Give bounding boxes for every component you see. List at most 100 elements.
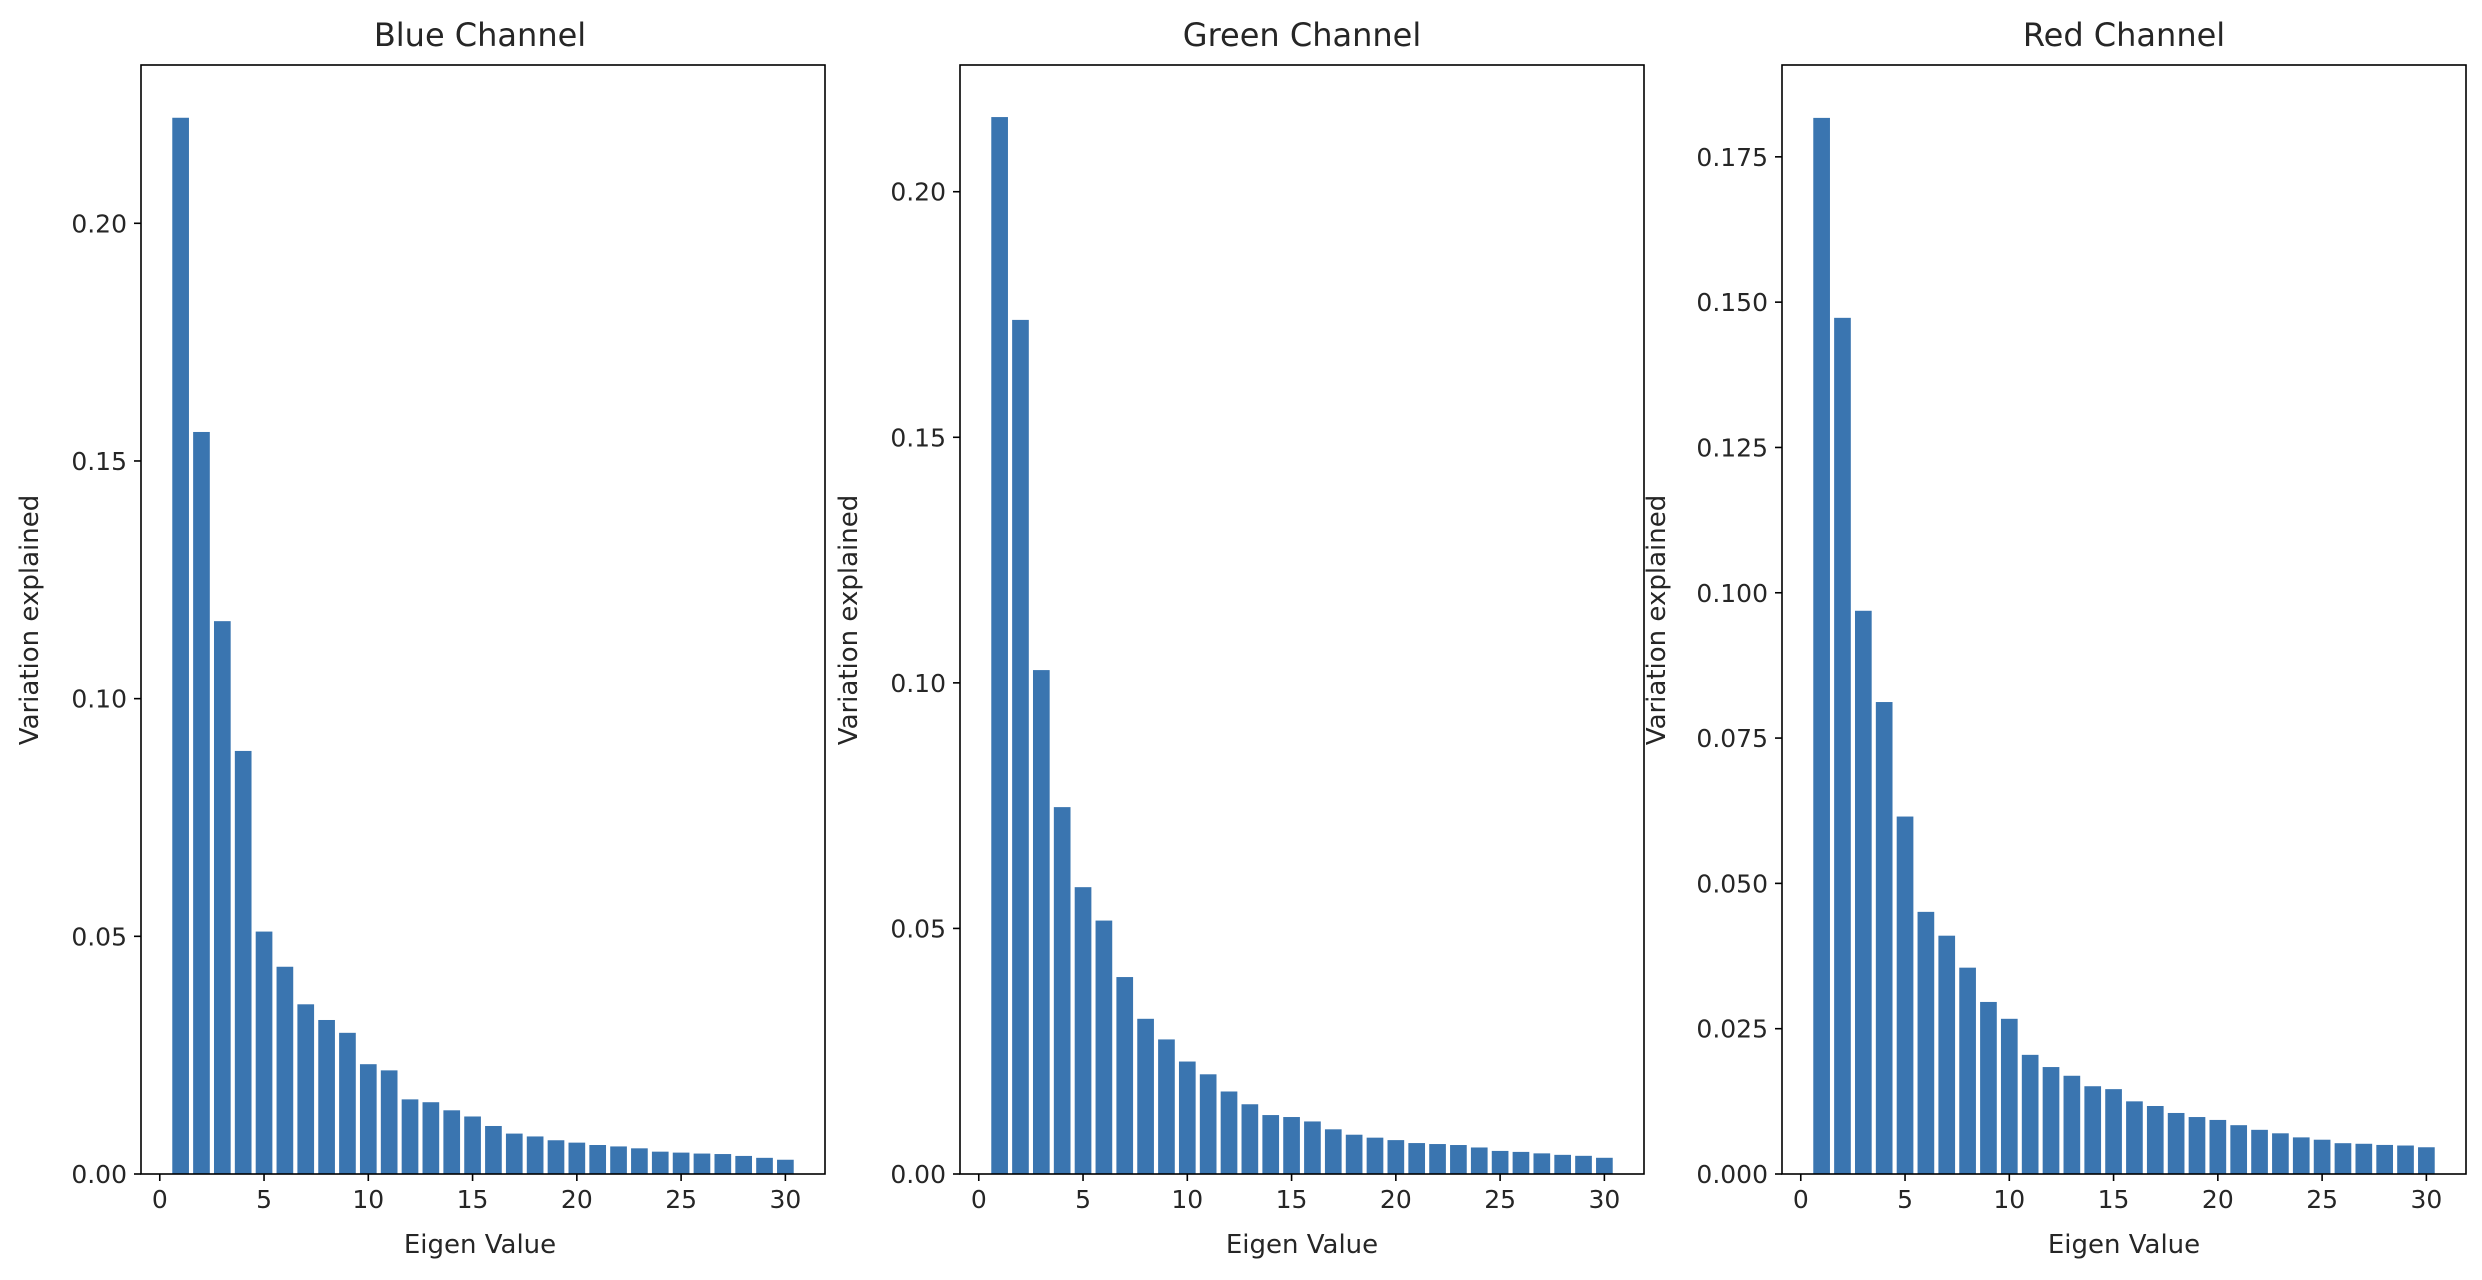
bar-2: [1834, 317, 1851, 1175]
y-tick-label: 0.125: [1696, 433, 1768, 462]
y-tick-label: 0.20: [890, 178, 946, 207]
x-tick-label: 15: [1276, 1185, 1308, 1214]
bar-6: [1917, 911, 1935, 1174]
x-tick-label: 10: [1171, 1185, 1203, 1214]
bar-22: [2251, 1129, 2268, 1174]
y-tick-label: 0.15: [71, 447, 127, 476]
chart-title: Red Channel: [2023, 16, 2225, 54]
bar-14: [443, 1110, 461, 1174]
x-tick-label: 15: [457, 1185, 489, 1214]
y-tick-label: 0.10: [890, 669, 946, 698]
x-tick-label: 5: [1075, 1185, 1091, 1214]
x-tick-label: 5: [256, 1185, 272, 1214]
bar-7: [1116, 977, 1134, 1174]
bar-8: [318, 1019, 335, 1174]
x-axis-label: Eigen Value: [1226, 1230, 1378, 1260]
y-tick-label: 0.100: [1696, 579, 1768, 608]
bar-29: [756, 1157, 773, 1174]
bar-4: [1053, 807, 1071, 1174]
y-axis-label: Variation explained: [834, 495, 864, 745]
bar-14: [2084, 1086, 2102, 1174]
bar-29: [2397, 1145, 2414, 1174]
y-tick-label: 0.000: [1696, 1160, 1768, 1189]
bar-12: [401, 1099, 419, 1174]
bar-23: [631, 1148, 648, 1174]
x-axis-label: Eigen Value: [404, 1230, 556, 1260]
bar-27: [2355, 1143, 2373, 1174]
y-axis-label: Variation explained: [1642, 495, 1672, 745]
bar-8: [1959, 967, 1976, 1174]
y-tick-label: 0.15: [890, 423, 946, 452]
bar-30: [777, 1159, 794, 1174]
plot-frame: [1781, 64, 2467, 1175]
x-tick-label: 0: [971, 1185, 987, 1214]
y-tick-label: 0.05: [890, 914, 946, 943]
bar-4: [1875, 702, 1893, 1174]
bar-19: [2188, 1117, 2206, 1174]
bar-24: [2292, 1137, 2310, 1174]
plot-frame: [959, 64, 1645, 1175]
bar-20: [1387, 1140, 1405, 1174]
bar-26: [2334, 1143, 2352, 1174]
bar-23: [2272, 1133, 2289, 1174]
bar-21: [2230, 1125, 2248, 1174]
y-tick-label: 0.075: [1696, 724, 1768, 753]
bar-19: [547, 1140, 565, 1174]
bar-5: [255, 931, 273, 1174]
bar-20: [2209, 1119, 2227, 1174]
bar-11: [2021, 1054, 2039, 1174]
x-tick-label: 10: [352, 1185, 384, 1214]
bar-1: [172, 117, 189, 1174]
bar-7: [1938, 935, 1956, 1174]
x-tick-label: 20: [561, 1185, 593, 1214]
x-tick-label: 25: [665, 1185, 697, 1214]
x-tick-label: 30: [2410, 1185, 2442, 1214]
bar-22: [610, 1146, 627, 1174]
bar-4: [234, 750, 252, 1174]
bar-13: [422, 1102, 440, 1174]
bar-28: [2376, 1144, 2394, 1174]
bar-17: [2146, 1106, 2164, 1174]
bar-16: [485, 1125, 502, 1174]
bar-29: [1575, 1155, 1592, 1174]
bar-27: [714, 1154, 732, 1174]
bar-17: [1324, 1129, 1342, 1174]
bar-23: [1450, 1145, 1467, 1174]
bar-26: [1512, 1151, 1530, 1174]
x-tick-label: 25: [2306, 1185, 2338, 1214]
bar-22: [1429, 1144, 1446, 1174]
y-tick-label: 0.20: [71, 209, 127, 238]
bar-1: [991, 117, 1008, 1174]
bar-26: [693, 1153, 711, 1174]
bar-15: [1283, 1117, 1300, 1174]
bar-19: [1366, 1137, 1384, 1174]
bar-24: [651, 1151, 669, 1174]
x-tick-label: 0: [1793, 1185, 1809, 1214]
y-tick-label: 0.025: [1696, 1015, 1768, 1044]
bar-30: [2418, 1147, 2435, 1174]
bar-18: [2167, 1112, 2185, 1174]
bar-21: [589, 1145, 607, 1174]
bar-20: [568, 1142, 586, 1174]
chart-title: Green Channel: [1183, 16, 1421, 54]
x-tick-label: 20: [1380, 1185, 1412, 1214]
bar-3: [1854, 610, 1872, 1174]
bar-28: [1554, 1154, 1572, 1174]
bar-12: [2042, 1067, 2060, 1174]
bar-25: [672, 1152, 690, 1174]
red-channel-chart: Red Channel Variation explained Eigen Va…: [1642, 16, 2467, 1260]
bar-15: [2105, 1089, 2122, 1174]
bar-28: [735, 1155, 753, 1174]
x-axis-label: Eigen Value: [2048, 1230, 2200, 1260]
blue-channel-chart: Blue Channel Variation explained Eigen V…: [15, 16, 826, 1260]
bar-3: [213, 621, 231, 1174]
bar-5: [1074, 887, 1092, 1174]
bar-11: [1199, 1074, 1217, 1174]
chart-title: Blue Channel: [374, 16, 586, 54]
bar-1: [1813, 117, 1830, 1174]
bar-9: [339, 1032, 356, 1174]
y-axis-label: Variation explained: [15, 495, 45, 745]
x-tick-label: 10: [1993, 1185, 2025, 1214]
bar-3: [1032, 670, 1050, 1174]
